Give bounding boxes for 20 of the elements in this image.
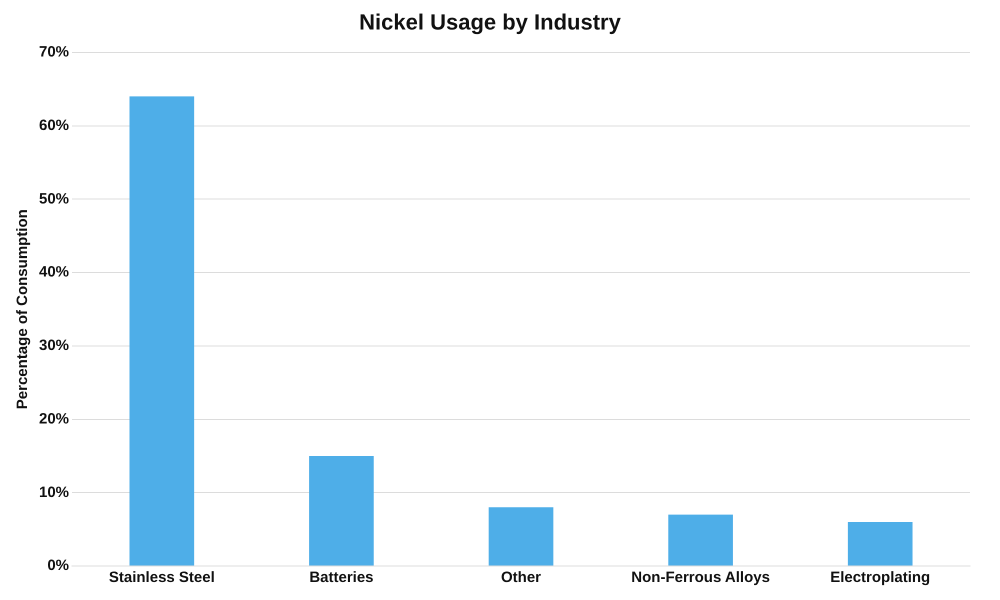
- y-tick-label: 70%: [38, 44, 70, 61]
- y-tick-label: 10%: [38, 484, 70, 501]
- x-tick-label: Batteries: [309, 569, 374, 586]
- bar: [488, 507, 554, 566]
- y-tick-label: 30%: [38, 337, 70, 354]
- y-tick-label: 50%: [38, 190, 70, 208]
- x-tick-label: Stainless Steel: [108, 569, 215, 586]
- bar: [309, 456, 374, 566]
- bar: [848, 522, 913, 566]
- x-tick-label: Electroplating: [830, 569, 930, 586]
- y-tick-label: 60%: [38, 116, 70, 134]
- y-tick-label: 20%: [38, 410, 70, 428]
- y-tick-label: 0%: [47, 557, 70, 574]
- bar: [129, 96, 194, 566]
- bar: [668, 514, 733, 566]
- x-tick-label: Other: [501, 569, 542, 586]
- y-axis-title: Percentage of Consumption: [14, 209, 32, 410]
- chart-title: Nickel Usage by Industry: [359, 9, 622, 34]
- x-tick-label: Non-Ferrous Alloys: [631, 569, 770, 586]
- y-tick-label: 40%: [38, 264, 70, 281]
